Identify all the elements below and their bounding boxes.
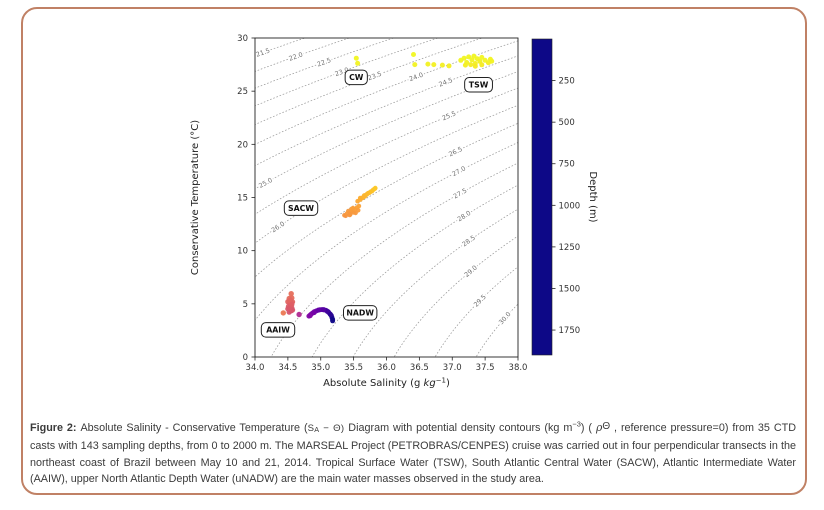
svg-text:1000: 1000 [559,201,581,211]
scatter-series-SACW [342,185,378,219]
svg-text:36.5: 36.5 [410,363,429,373]
svg-text:29.0: 29.0 [463,264,479,279]
caption-segment: Θ [602,420,611,432]
svg-text:30: 30 [237,34,248,44]
svg-text:21.5: 21.5 [255,46,271,58]
ts-diagram-svg: 21.5 22.0 22.523.0 23.5 24.0 24.525.025.526.0… [190,34,598,390]
svg-text:37.5: 37.5 [476,363,495,373]
svg-text:500: 500 [559,118,575,128]
svg-text:1250: 1250 [559,243,581,253]
svg-text:24.0: 24.0 [408,71,424,83]
density-contours [255,38,518,357]
svg-text:5: 5 [243,300,248,310]
svg-text:750: 750 [559,160,575,170]
svg-text:NADW: NADW [346,309,374,318]
caption-segment: Diagram with potential density contours … [344,421,573,434]
caption-segment: Absolute Salinity - Conservative Tempera… [80,421,308,434]
y-axis-label: Conservative Temperature (°C) [190,120,201,275]
svg-text:26.0: 26.0 [270,220,286,235]
svg-text:1750: 1750 [559,326,581,336]
caption-segment: , reference pressure=0) from 35 CTD cast… [30,421,797,486]
svg-text:20: 20 [237,140,248,150]
scatter-series-uNADW [306,307,336,324]
svg-text:36.0: 36.0 [377,363,396,373]
caption-segment: −3 [572,419,581,429]
x-axis-label: Absolute Salinity (g kg−1) [323,377,450,390]
svg-text:27.5: 27.5 [452,187,468,201]
svg-text:27.0: 27.0 [451,164,467,178]
figure-caption: Figure 2: Absolute Salinity - Conservati… [30,420,796,488]
svg-text:35.0: 35.0 [311,363,330,373]
svg-text:28.5: 28.5 [461,234,477,249]
svg-text:34.5: 34.5 [278,363,297,373]
caption-segment: ) ( [580,421,596,434]
scatter-series-AAIW [280,291,302,318]
svg-text:1500: 1500 [559,284,581,294]
svg-text:26.5: 26.5 [447,145,463,158]
svg-text:22.0: 22.0 [288,50,304,62]
svg-text:10: 10 [237,247,248,257]
svg-text:15: 15 [237,194,248,204]
caption-segment: Figure 2: [30,421,81,434]
svg-text:35.5: 35.5 [344,363,363,373]
svg-text:28.0: 28.0 [456,209,472,223]
svg-text:25: 25 [237,87,248,97]
svg-text:SACW: SACW [288,204,314,213]
svg-text:22.5: 22.5 [316,56,332,68]
scatter-series-surface-TSW-CW [353,52,495,69]
caption-segment: S [307,422,315,434]
svg-text:34.0: 34.0 [246,363,265,373]
svg-text:TSW: TSW [469,81,489,90]
caption-segment: ρ [595,420,603,434]
caption-segment: − Θ) [319,422,345,434]
water-mass-labels: CW TSW SACW AAIW NADW [260,69,493,338]
svg-text:37.0: 37.0 [443,363,462,373]
svg-text:25.0: 25.0 [257,176,273,190]
axes: 34.0 34.5 35.0 35.5 36.0 36.5 37.0 37.5 38.0 0 5 10… [237,34,527,373]
colorbar: 250 500 750 1000 1250 1500 1750 Depth (m) [531,38,598,356]
colorbar-label: Depth (m) [587,171,598,222]
svg-text:38.0: 38.0 [509,363,528,373]
svg-text:24.5: 24.5 [438,76,454,89]
svg-text:0: 0 [243,353,248,363]
svg-text:250: 250 [559,77,575,87]
ts-diagram: 21.5 22.0 22.5 23.0 23.5 24.0 24.5 25.0 25.5 26.0… [190,34,598,390]
svg-text:AAIW: AAIW [266,326,290,335]
svg-text:25.5: 25.5 [441,109,457,122]
caption-segment: A [314,424,320,434]
svg-text:CW: CW [349,73,364,82]
svg-text:23.5: 23.5 [367,70,383,82]
